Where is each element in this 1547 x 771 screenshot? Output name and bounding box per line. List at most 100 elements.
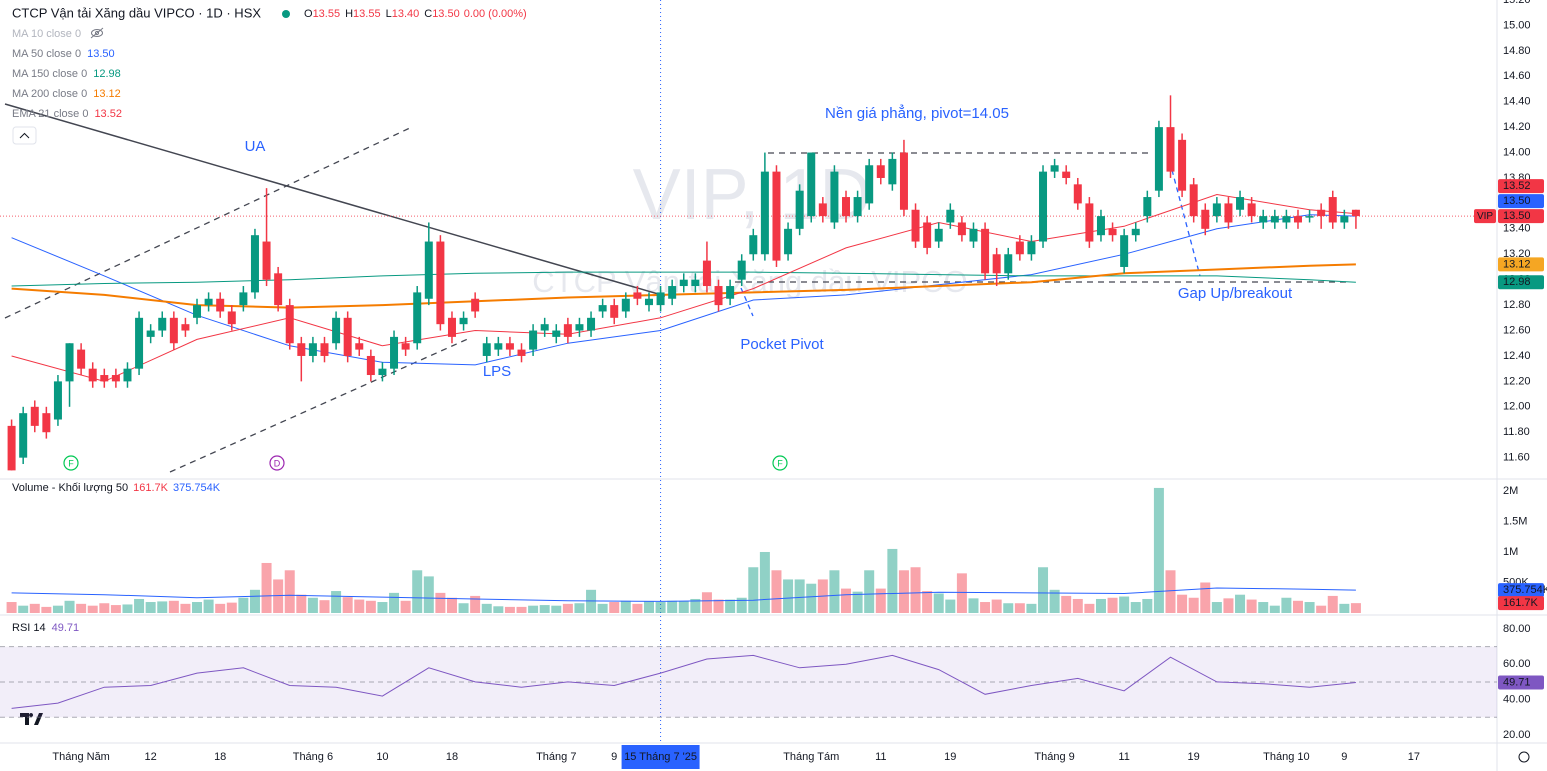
candle-body xyxy=(30,406,39,426)
y-tick-label: 15.00 xyxy=(1503,19,1531,31)
volume-bar xyxy=(539,605,550,613)
candle-body xyxy=(552,330,561,337)
y-tick-label: 11.80 xyxy=(1503,426,1530,438)
volume-bar xyxy=(365,600,376,613)
volume-bar xyxy=(192,602,203,613)
candle-body xyxy=(911,209,920,242)
candle-body xyxy=(714,286,723,306)
x-tick-label: 9 xyxy=(611,751,617,763)
ohlc-value: 13.55 xyxy=(353,8,381,20)
x-tick-label: 17 xyxy=(1408,751,1420,763)
volume-bar xyxy=(1061,595,1072,613)
x-tick-label: Tháng 7 xyxy=(536,751,576,763)
candle-body xyxy=(262,241,271,280)
crosshair-label-box xyxy=(621,745,700,769)
volume-bar xyxy=(759,551,770,613)
y-tick-label: 14.00 xyxy=(1503,146,1531,158)
candle-body xyxy=(969,228,978,242)
candle-body xyxy=(772,171,781,261)
crosshair-label: 15 Tháng 7 '25 xyxy=(624,751,697,763)
volume-bar xyxy=(945,599,956,613)
volume-bar xyxy=(1316,605,1327,613)
volume-bar xyxy=(1258,602,1269,613)
candle-body xyxy=(88,368,97,382)
volume-last-label: 161.7K xyxy=(1503,597,1539,609)
candle-body xyxy=(401,343,410,350)
candle-body xyxy=(1317,209,1326,217)
volume-last-label-box xyxy=(1498,596,1544,611)
x-tick-label: Tháng Năm xyxy=(52,751,109,763)
candle-body xyxy=(563,324,572,337)
volume-bar xyxy=(852,591,863,613)
candle-body xyxy=(1247,203,1256,217)
candle-body xyxy=(784,228,793,255)
candle-body xyxy=(250,235,259,293)
volume-bar xyxy=(806,583,817,613)
channel-line xyxy=(169,337,471,473)
ma-line xyxy=(11,193,1356,382)
volume-bar xyxy=(1095,598,1106,613)
indicator-label: MA 200 close 0 xyxy=(12,88,87,100)
indicator-value: 13.50 xyxy=(87,48,115,60)
volume-bar xyxy=(1049,589,1060,613)
candle-body xyxy=(1270,216,1279,223)
collapse-button[interactable] xyxy=(12,126,37,145)
volume-bar xyxy=(319,600,330,613)
ohlc-value: 13.40 xyxy=(392,8,420,20)
candle-body xyxy=(436,241,445,325)
volume-bar xyxy=(1177,594,1188,613)
candle-body xyxy=(587,317,596,331)
volume-bar xyxy=(1142,598,1153,613)
annotation: Nền giá phẳng, pivot=14.05 xyxy=(825,104,1009,122)
volume-bar xyxy=(168,600,179,613)
rsi-last-label: 49.71 xyxy=(1503,676,1531,688)
volume-legend-value: 375.754K xyxy=(173,482,221,494)
volume-bar xyxy=(145,602,156,613)
volume-bar xyxy=(1223,598,1234,613)
candle-body xyxy=(888,158,897,185)
x-tick-label: Tháng Tám xyxy=(783,751,839,763)
candle-body xyxy=(1062,171,1071,178)
volume-bar xyxy=(1269,605,1280,613)
candle-body xyxy=(517,349,526,356)
settings-icon[interactable] xyxy=(1518,751,1530,763)
candle-body xyxy=(100,375,109,382)
candle-body xyxy=(830,171,839,223)
volume-bar xyxy=(1072,598,1083,613)
candle-body xyxy=(193,305,202,318)
candle-body xyxy=(343,317,352,356)
candle-body xyxy=(807,152,816,217)
volume-bar xyxy=(783,579,794,613)
volume-bar xyxy=(134,598,145,613)
y-tick-label: 12.00 xyxy=(1503,401,1531,413)
volume-bar xyxy=(898,570,909,613)
candle-body xyxy=(610,305,619,318)
volume-bar xyxy=(991,599,1002,613)
volume-last-label: 375.754K xyxy=(1503,584,1547,596)
candle-body xyxy=(111,375,120,382)
rsi-tick-label: 60.00 xyxy=(1503,658,1531,670)
volume-bar xyxy=(1350,603,1361,613)
candle-body xyxy=(529,330,538,350)
price-label: 13.52 xyxy=(1503,180,1531,192)
candle-body xyxy=(1201,209,1210,229)
volume-bar xyxy=(435,592,446,613)
symbol-title: CTCP Vận tải Xăng dầu VIPCO · 1D · HSX xyxy=(12,5,261,20)
volume-bar xyxy=(841,588,852,613)
candle-body xyxy=(702,260,711,287)
indicator-legend: MA 10 close 0 xyxy=(12,28,81,40)
volume-bar xyxy=(922,591,933,613)
candle-body xyxy=(308,343,317,356)
volume-bar xyxy=(725,599,736,613)
volume-bar xyxy=(423,576,434,613)
volume-bar xyxy=(1246,599,1257,613)
candle-body xyxy=(946,209,955,223)
price-label: 13.50 xyxy=(1503,195,1531,207)
volume-bar xyxy=(1026,603,1037,613)
volume-bar xyxy=(632,603,643,613)
channel-line xyxy=(4,126,413,319)
volume-bar xyxy=(829,570,840,613)
volume-bar xyxy=(64,600,75,613)
